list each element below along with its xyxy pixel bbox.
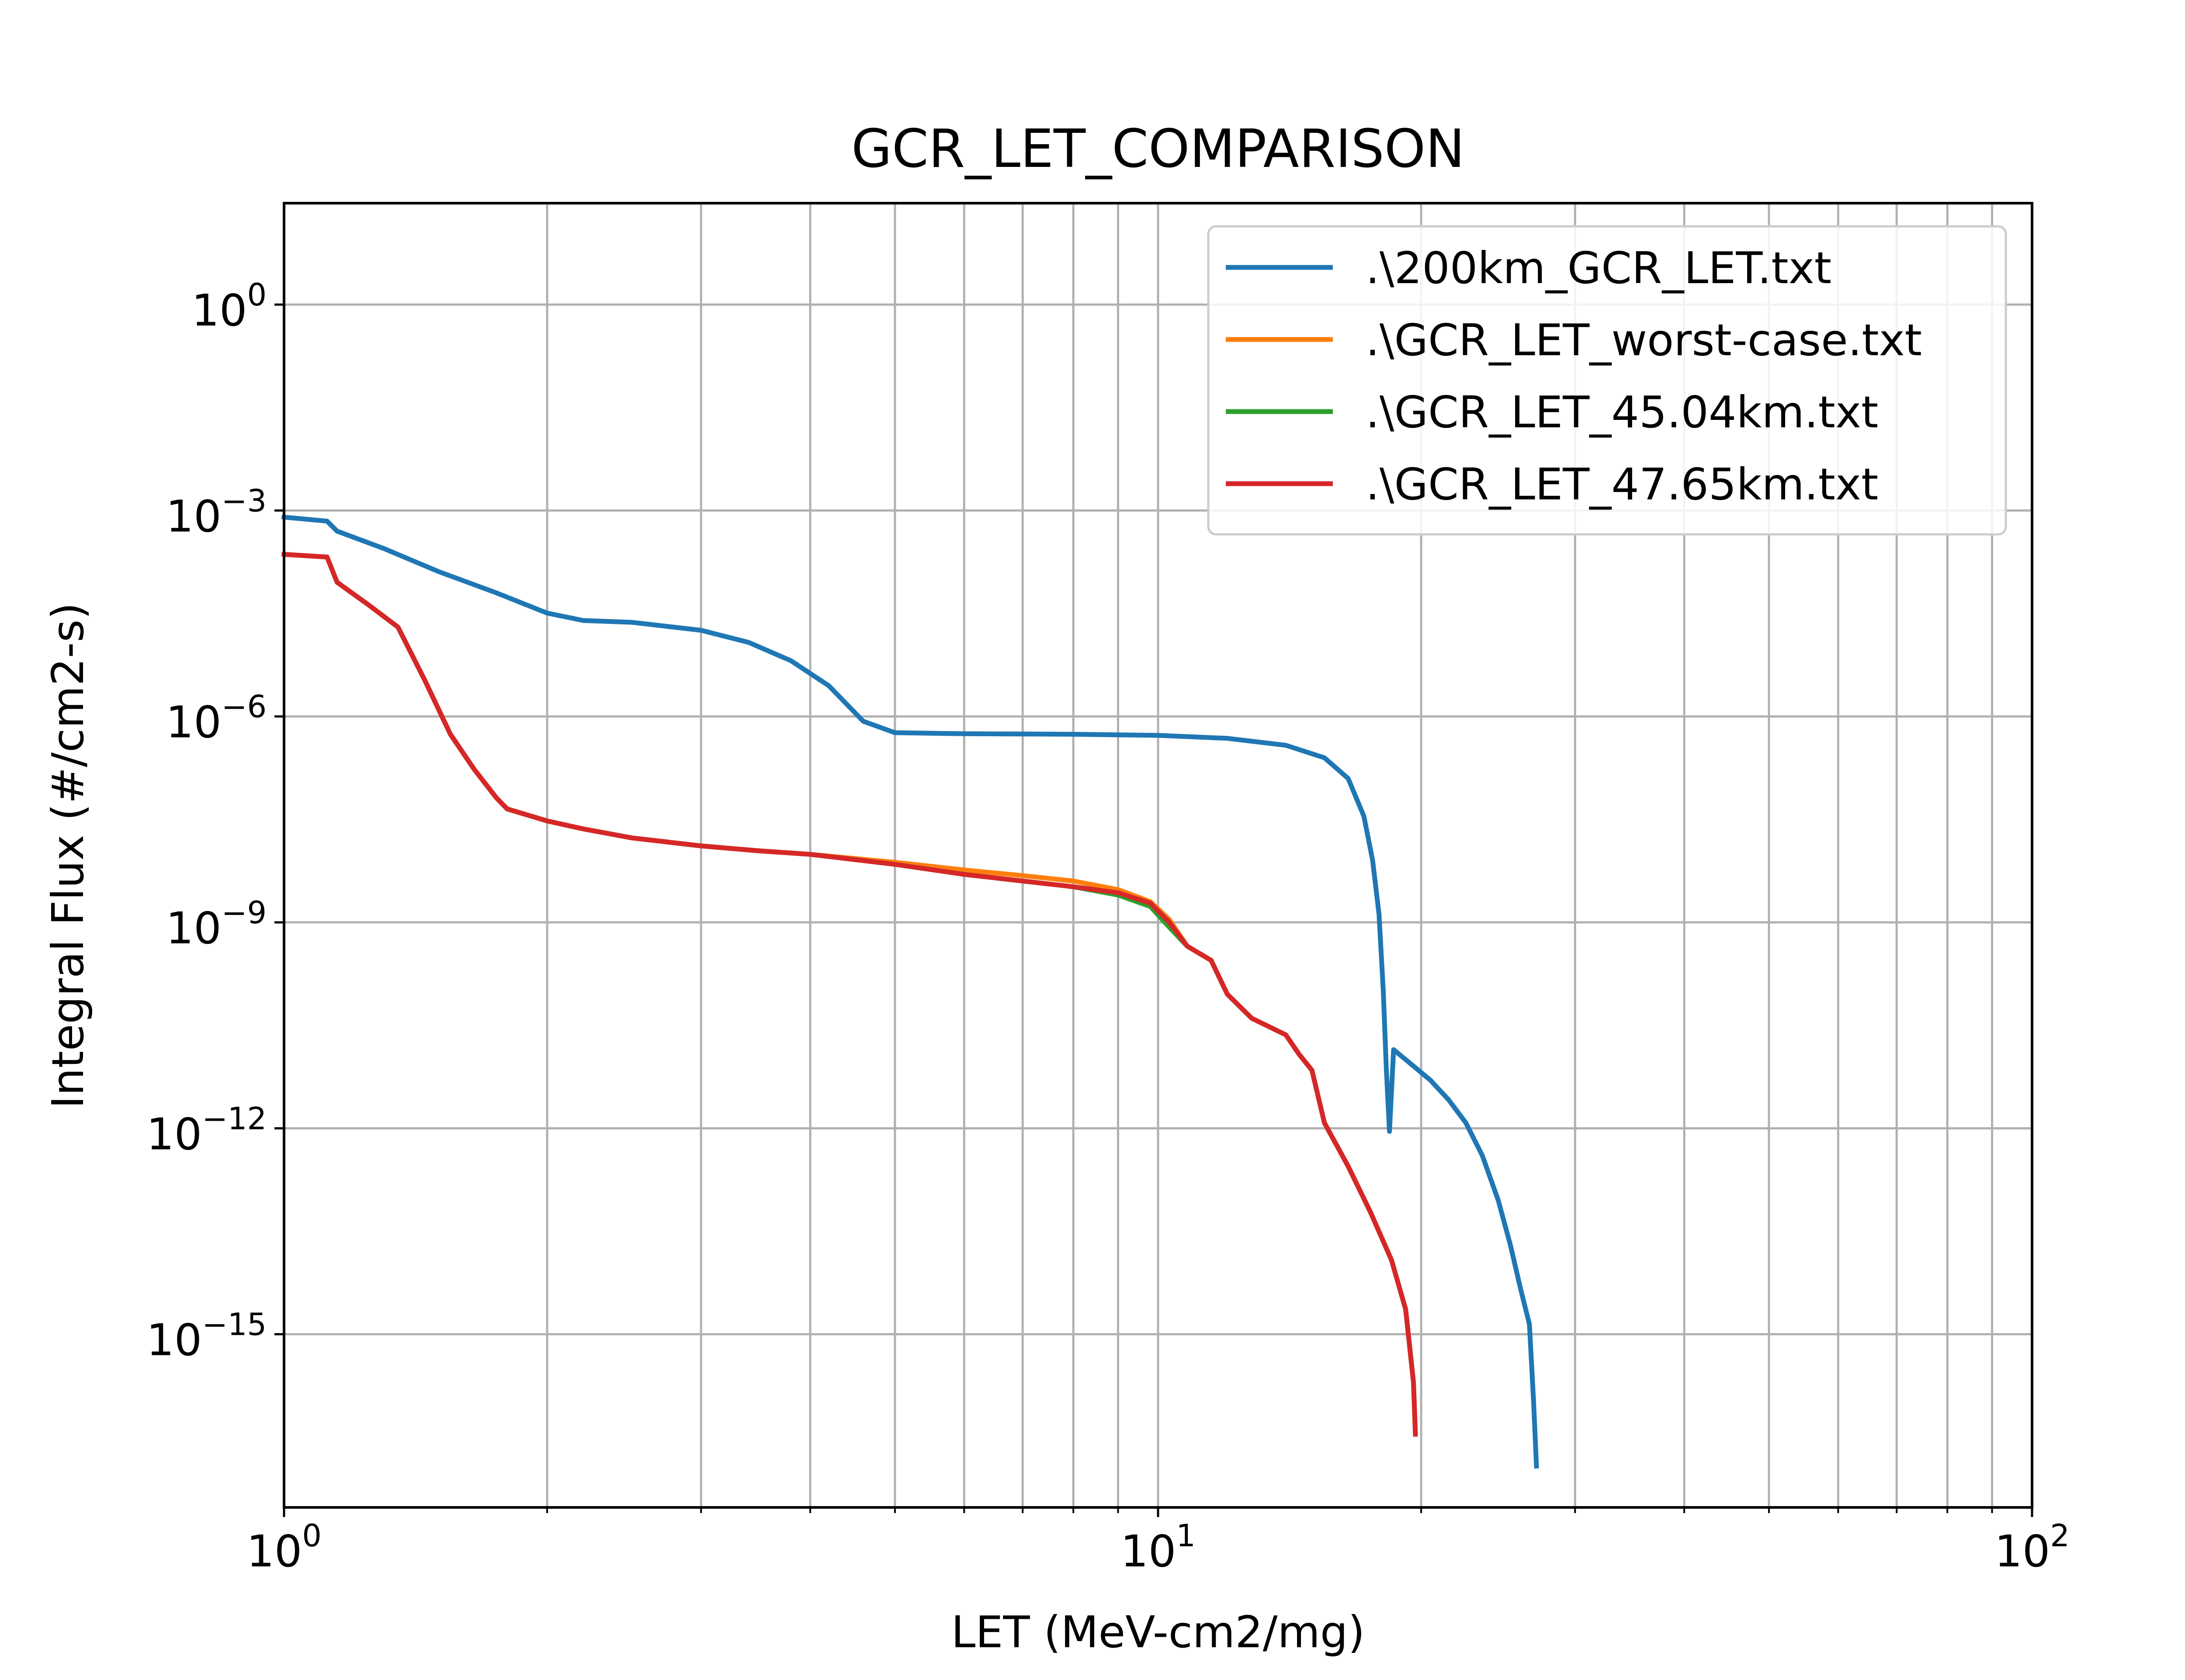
grid xyxy=(284,203,2032,1507)
legend-label-1: .\200km_GCR_LET.txt xyxy=(1366,242,1831,294)
series-line-1 xyxy=(281,514,1539,1469)
legend-label-3: .\GCR_LET_45.04km.txt xyxy=(1366,387,1878,438)
y-tick-label: 10−15 xyxy=(146,1307,267,1366)
y-axis-label: Integral Flux (#/cm2-s) xyxy=(42,603,94,1108)
y-tick-label: 10−6 xyxy=(166,689,267,748)
legend: .\200km_GCR_LET.txt .\GCR_LET_worst-case.… xyxy=(1207,225,2007,536)
y-tick-label: 10−9 xyxy=(166,895,267,954)
x-tick-label: 101 xyxy=(1120,1518,1196,1577)
series-lines xyxy=(281,514,1539,1469)
legend-label-4: .\GCR_LET_47.65km.txt xyxy=(1366,459,1878,510)
y-tick-label: 10−12 xyxy=(146,1101,267,1160)
legend-frame xyxy=(1207,225,2007,536)
x-tick-label: 100 xyxy=(246,1518,322,1577)
x-axis-label: LET (MeV-cm2/mg) xyxy=(951,1607,1365,1658)
y-tick-label: 10−3 xyxy=(166,483,267,542)
legend-label-2: .\GCR_LET_worst-case.txt xyxy=(1366,315,1922,366)
y-tick-label: 100 xyxy=(191,277,267,336)
tick-labels: 100 101 102 100 10−3 10−6 10−9 10−12 10−15 xyxy=(146,277,2070,1577)
chart-title: GCR_LET_COMPARISON xyxy=(851,119,1465,180)
ticks xyxy=(274,303,2033,1517)
series-line-4 xyxy=(281,551,1418,1437)
x-tick-label: 102 xyxy=(1994,1518,2070,1577)
